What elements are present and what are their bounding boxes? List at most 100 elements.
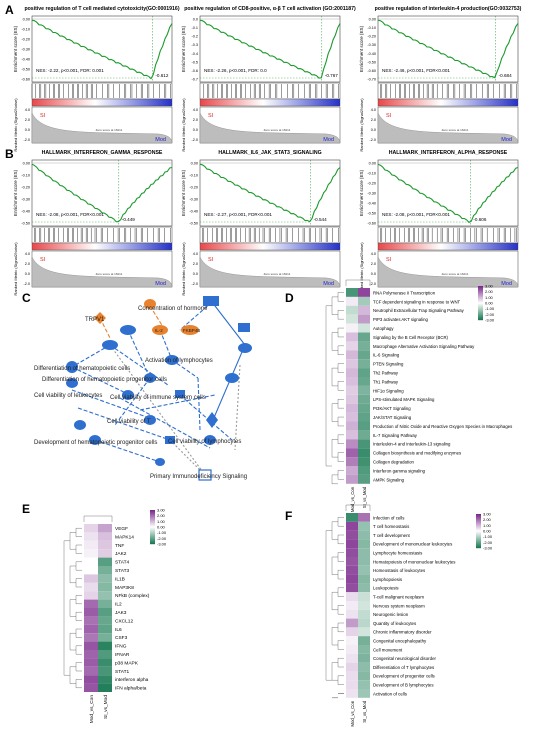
heat-row-label: Neutrophil Extracellular Trap Signaling … bbox=[373, 308, 465, 313]
colorbar-step bbox=[150, 527, 155, 529]
colorbar-step bbox=[478, 309, 483, 311]
colorbar-step bbox=[150, 526, 155, 528]
colorbar-step bbox=[476, 525, 481, 527]
heatmap-e: VEGF MAPK14 TNF JAK2 STAT4 STAT3 IL1B MAP3K8 NFk… bbox=[63, 508, 167, 724]
dendrogram-branch bbox=[69, 666, 76, 684]
rm-axis-label: Ranked Metric (Signal2Noise) bbox=[181, 242, 186, 296]
node-dev-hematopoietic bbox=[89, 435, 101, 445]
dendrogram-branch bbox=[331, 521, 338, 540]
rm-tick-label: 4.0 bbox=[193, 108, 198, 112]
hits-frame bbox=[377, 226, 519, 244]
heat-cell bbox=[358, 457, 370, 466]
heat-cell bbox=[346, 618, 358, 628]
es-tick-label: -0.50 bbox=[189, 222, 198, 226]
gsea-stats: NES: -2.08, p<0.001, FDR<0.001 bbox=[382, 212, 450, 217]
gsea-stats: NES: -2.27, p<0.001, FDR<0.001 bbox=[204, 212, 272, 217]
heat-row-label: IFNG bbox=[115, 644, 127, 650]
heat-cell bbox=[358, 314, 370, 324]
heat-cell bbox=[84, 658, 98, 667]
colorbar-tick: 3.00 bbox=[483, 512, 492, 517]
heat-cell bbox=[358, 439, 370, 449]
hits-frame bbox=[199, 82, 341, 100]
colorbar-tick: 0.00 bbox=[157, 525, 166, 530]
node-cell-viability-leukocytes bbox=[66, 378, 78, 388]
node-blue-b bbox=[238, 323, 250, 332]
panel-letter-d: D bbox=[285, 291, 294, 305]
heat-cell bbox=[346, 412, 358, 422]
es-tick-label: -0.40 bbox=[21, 58, 30, 62]
heat-row-label: VEGF bbox=[115, 526, 128, 532]
colorbar-tick: 0.00 bbox=[485, 301, 494, 306]
heat-cell bbox=[346, 377, 358, 386]
dendrogram-branch bbox=[69, 532, 76, 550]
es-tick-label: -0.30 bbox=[367, 43, 376, 47]
colorbar-step bbox=[150, 540, 155, 542]
heat-cell bbox=[346, 448, 358, 458]
heat-cell bbox=[84, 666, 98, 676]
heat-row-label: IL-6 Signaling bbox=[373, 353, 400, 358]
colorbar-step bbox=[478, 308, 483, 310]
dendrogram-branch bbox=[75, 612, 82, 621]
node-il2 bbox=[152, 325, 168, 335]
heat-cell bbox=[346, 636, 358, 645]
heat-cell bbox=[346, 609, 358, 619]
node-right-a bbox=[238, 343, 252, 353]
heat-cell bbox=[346, 314, 358, 324]
es-tick-label: -0.40 bbox=[367, 52, 376, 56]
rm-axis-label: Ranked Metric (Signal2Noise) bbox=[181, 98, 186, 152]
es-tick-label: -0.60 bbox=[21, 78, 30, 82]
colorbar-step bbox=[478, 286, 483, 288]
heat-col-label: SI_vs_Mod bbox=[103, 695, 109, 719]
es-frame bbox=[199, 15, 341, 83]
colorbar-step bbox=[478, 313, 483, 315]
heat-cell bbox=[346, 332, 358, 342]
dendrogram-branch bbox=[337, 517, 344, 527]
node-hub bbox=[102, 340, 118, 350]
colorbar-step bbox=[476, 529, 481, 531]
heat-cell bbox=[358, 448, 370, 458]
colorbar-step bbox=[478, 310, 483, 312]
heat-row-label: IFNAR bbox=[115, 652, 130, 658]
node-right-b bbox=[225, 373, 239, 383]
heat-cell bbox=[84, 633, 98, 642]
heat-cell bbox=[358, 601, 370, 610]
colorbar-step bbox=[476, 538, 481, 540]
colorbar-step bbox=[150, 531, 155, 533]
es-frame bbox=[199, 159, 341, 227]
dendrogram-branch bbox=[331, 439, 338, 458]
heat-row-label: IL2 bbox=[115, 602, 122, 608]
colorbar-tick: -2.00 bbox=[483, 540, 493, 545]
heat-row-label: Chronic inflammatory disorder bbox=[373, 630, 432, 635]
rank-gradient-bar bbox=[377, 242, 519, 251]
heat-cell bbox=[346, 539, 358, 549]
rm-zero-text: Zero score at 16211 bbox=[96, 128, 123, 132]
dendrogram-branch bbox=[75, 544, 82, 554]
colorbar-tick: -1.00 bbox=[157, 530, 167, 535]
dendrogram-branch bbox=[75, 578, 82, 588]
heat-cell bbox=[346, 305, 358, 315]
heat-col-label: Mod_vs_Con bbox=[89, 695, 95, 724]
hits-frame bbox=[31, 226, 173, 244]
heat-cell bbox=[358, 618, 370, 628]
colorbar-step bbox=[150, 530, 155, 532]
dendrogram-branch bbox=[337, 470, 344, 480]
rm-area bbox=[199, 112, 341, 144]
heat-col-label: Mod_vs_Con bbox=[350, 486, 355, 512]
rank-gradient-bar bbox=[377, 98, 519, 107]
heat-row-label: TCF dependent signaling in response to W… bbox=[373, 299, 461, 304]
es-curve bbox=[31, 19, 173, 80]
heat-row-label: Congenital neurological disorder bbox=[373, 656, 437, 661]
hits-frame bbox=[199, 226, 341, 244]
rm-area bbox=[377, 112, 519, 144]
heat-cell bbox=[346, 645, 358, 654]
heat-cell bbox=[98, 540, 112, 550]
heat-row-label: IL-7 Signaling Pathway bbox=[373, 433, 418, 438]
heat-row-label: STAT3 bbox=[115, 568, 130, 574]
dendrogram-branch bbox=[337, 587, 344, 597]
colorbar-step bbox=[476, 520, 481, 522]
dendrogram-branch bbox=[331, 556, 338, 575]
rm-tick-label: 2.0 bbox=[25, 262, 30, 266]
colorbar-step bbox=[150, 520, 155, 522]
heat-cell bbox=[346, 359, 358, 369]
es-axis-label: Enrichment score (ES) bbox=[359, 169, 364, 216]
